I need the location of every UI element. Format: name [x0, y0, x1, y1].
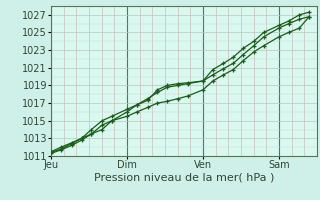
- X-axis label: Pression niveau de la mer( hPa ): Pression niveau de la mer( hPa ): [94, 173, 274, 183]
